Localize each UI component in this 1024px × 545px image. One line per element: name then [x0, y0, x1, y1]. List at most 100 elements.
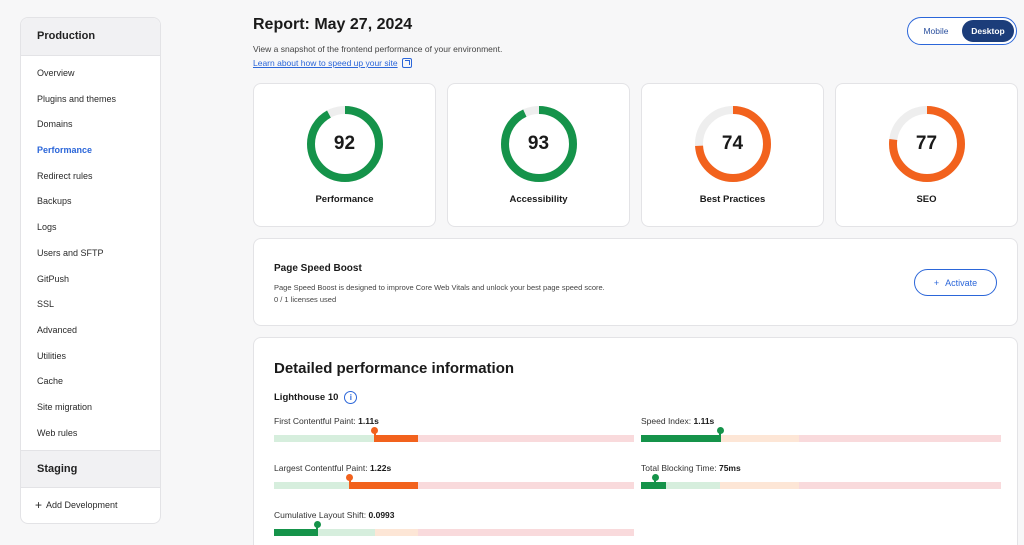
gauge-arc: [306, 106, 383, 182]
sidebar-section-production: Production: [21, 18, 160, 56]
metric-marker: [651, 474, 659, 489]
metric-bar: [641, 427, 1001, 442]
sidebar-item-plugins-and-themes[interactable]: Plugins and themes: [37, 93, 117, 104]
sidebar-section-staging[interactable]: Staging: [21, 450, 160, 488]
activate-label: Activate: [945, 277, 978, 288]
sidebar-item-backups[interactable]: Backups: [37, 196, 72, 207]
metric-bar-fill: [641, 435, 721, 442]
metric-marker: [371, 427, 379, 442]
sidebar-item-gitpush[interactable]: GitPush: [37, 273, 70, 284]
metric-name: Total Blocking Time:: [641, 463, 717, 473]
sidebar-item-logs[interactable]: Logs: [37, 222, 57, 233]
metric-cumulative-layout-shift: Cumulative Layout Shift: 0.0993: [274, 510, 634, 544]
metric-name: Speed Index:: [641, 416, 692, 426]
metric-bar: [641, 474, 1001, 489]
metric-bar-fill: [349, 482, 418, 489]
sidebar-item-site-migration[interactable]: Site migration: [37, 401, 93, 412]
sidebar-item-web-rules[interactable]: Web rules: [37, 427, 78, 438]
gauge-ring: [694, 106, 771, 182]
sidebar-item-redirect-rules[interactable]: Redirect rules: [37, 170, 93, 181]
gauge-arc: [888, 106, 965, 182]
sidebar: Production Overview Plugins and themes Dom…: [20, 17, 161, 524]
metric-first-contentful-paint: First Contentful Paint: 1.11s: [274, 416, 634, 450]
score-card-performance: 92 Performance: [253, 83, 436, 227]
sidebar-item-advanced[interactable]: Advanced: [37, 324, 78, 335]
metric-bar-segment: [274, 529, 375, 536]
score-gauge: 93: [499, 104, 579, 184]
metric-label: Speed Index: 1.11s: [641, 416, 1001, 426]
sidebar-item-cache[interactable]: Cache: [37, 376, 64, 387]
page-subtitle: View a snapshot of the frontend performa…: [253, 44, 503, 54]
metric-label: First Contentful Paint: 1.11s: [274, 416, 634, 426]
lighthouse-label: Lighthouse 10: [274, 392, 339, 403]
metric-bar: [274, 427, 634, 442]
detail-title: Detailed performance information: [274, 360, 515, 377]
metric-label: Total Blocking Time: 75ms: [641, 463, 1001, 473]
score-card-accessibility: 93 Accessibility: [447, 83, 630, 227]
gauge-arc: [500, 106, 577, 182]
score-gauge: 92: [305, 104, 385, 184]
score-label: Accessibility: [509, 194, 568, 205]
metric-bar-segment: [417, 482, 634, 489]
sidebar-item-utilities[interactable]: Utilities: [37, 350, 67, 361]
metric-bar-segment: [417, 435, 634, 442]
page-speed-boost-card: Page Speed Boost Page Speed Boost is des…: [253, 238, 1018, 326]
gauge-ring: [888, 106, 965, 182]
score-gauge: 74: [693, 104, 773, 184]
plus-icon: +: [35, 497, 43, 512]
metric-label: Largest Contentful Paint: 1.22s: [274, 463, 634, 473]
metric-bar-segment: [417, 529, 634, 536]
metric-name: First Contentful Paint:: [274, 416, 356, 426]
plus-icon: +: [933, 277, 940, 288]
detailed-performance-card: Detailed performance information Lightho…: [253, 337, 1018, 545]
metric-name: Cumulative Layout Shift:: [274, 510, 367, 520]
gauge-ring: [500, 106, 577, 182]
score-label: Performance: [315, 194, 374, 205]
activate-button[interactable]: + Activate: [914, 269, 997, 296]
lighthouse-version: Lighthouse 10 i: [274, 391, 358, 404]
add-development-button[interactable]: + Add Development: [35, 497, 118, 512]
metric-bar-segment: [274, 435, 375, 442]
metric-bar-segment: [374, 529, 418, 536]
desktop-toggle-button[interactable]: Desktop: [962, 20, 1014, 42]
score-value: 74: [721, 133, 744, 154]
sidebar-item-users-and-sftp[interactable]: Users and SFTP: [37, 247, 104, 258]
boost-licenses: 0 / 1 licenses used: [274, 295, 337, 304]
metric-value: 1.22s: [369, 463, 392, 473]
metric-value: 1.11s: [358, 416, 379, 426]
gauge-ring: [306, 106, 383, 182]
score-value: 77: [915, 133, 938, 154]
score-label: SEO: [916, 194, 937, 205]
score-label: Best Practices: [699, 194, 766, 205]
metric-bar-segment: [274, 482, 375, 489]
sidebar-item-domains[interactable]: Domains: [37, 119, 73, 130]
metric-value: 1.11s: [693, 416, 715, 426]
metric-bar-segment: [799, 435, 1001, 442]
metric-value: 75ms: [718, 463, 741, 473]
metric-speed-index: Speed Index: 1.11s: [641, 416, 1001, 450]
metric-bar: [274, 474, 634, 489]
learn-speed-link[interactable]: Learn about how to speed up your site: [253, 58, 412, 68]
boost-description: Page Speed Boost is designed to improve …: [274, 283, 605, 292]
info-icon[interactable]: i: [344, 391, 358, 404]
sidebar-item-overview[interactable]: Overview: [37, 68, 75, 78]
score-card-seo: 77 SEO: [835, 83, 1018, 227]
metric-marker: [313, 521, 321, 536]
sidebar-item-performance[interactable]: Performance: [37, 145, 93, 156]
metric-largest-contentful-paint: Largest Contentful Paint: 1.22s: [274, 463, 634, 497]
sidebar-item-ssl[interactable]: SSL: [37, 299, 55, 310]
external-link-icon: [401, 58, 412, 68]
metric-bar-segment: [641, 482, 721, 489]
add-development-label: Add Development: [46, 500, 118, 510]
learn-speed-link-label: Learn about how to speed up your site: [253, 58, 398, 68]
metric-label: Cumulative Layout Shift: 0.0993: [274, 510, 634, 520]
score-value: 93: [527, 133, 550, 154]
metric-bar: [274, 521, 634, 536]
metric-marker: [716, 427, 724, 442]
metric-marker: [346, 474, 354, 489]
metric-bar-fill: [274, 529, 318, 536]
mobile-toggle-button[interactable]: Mobile: [923, 26, 949, 36]
metric-name: Largest Contentful Paint:: [274, 463, 368, 473]
metric-bar-segment: [720, 435, 800, 442]
page-title: Report: May 27, 2024: [253, 16, 413, 33]
